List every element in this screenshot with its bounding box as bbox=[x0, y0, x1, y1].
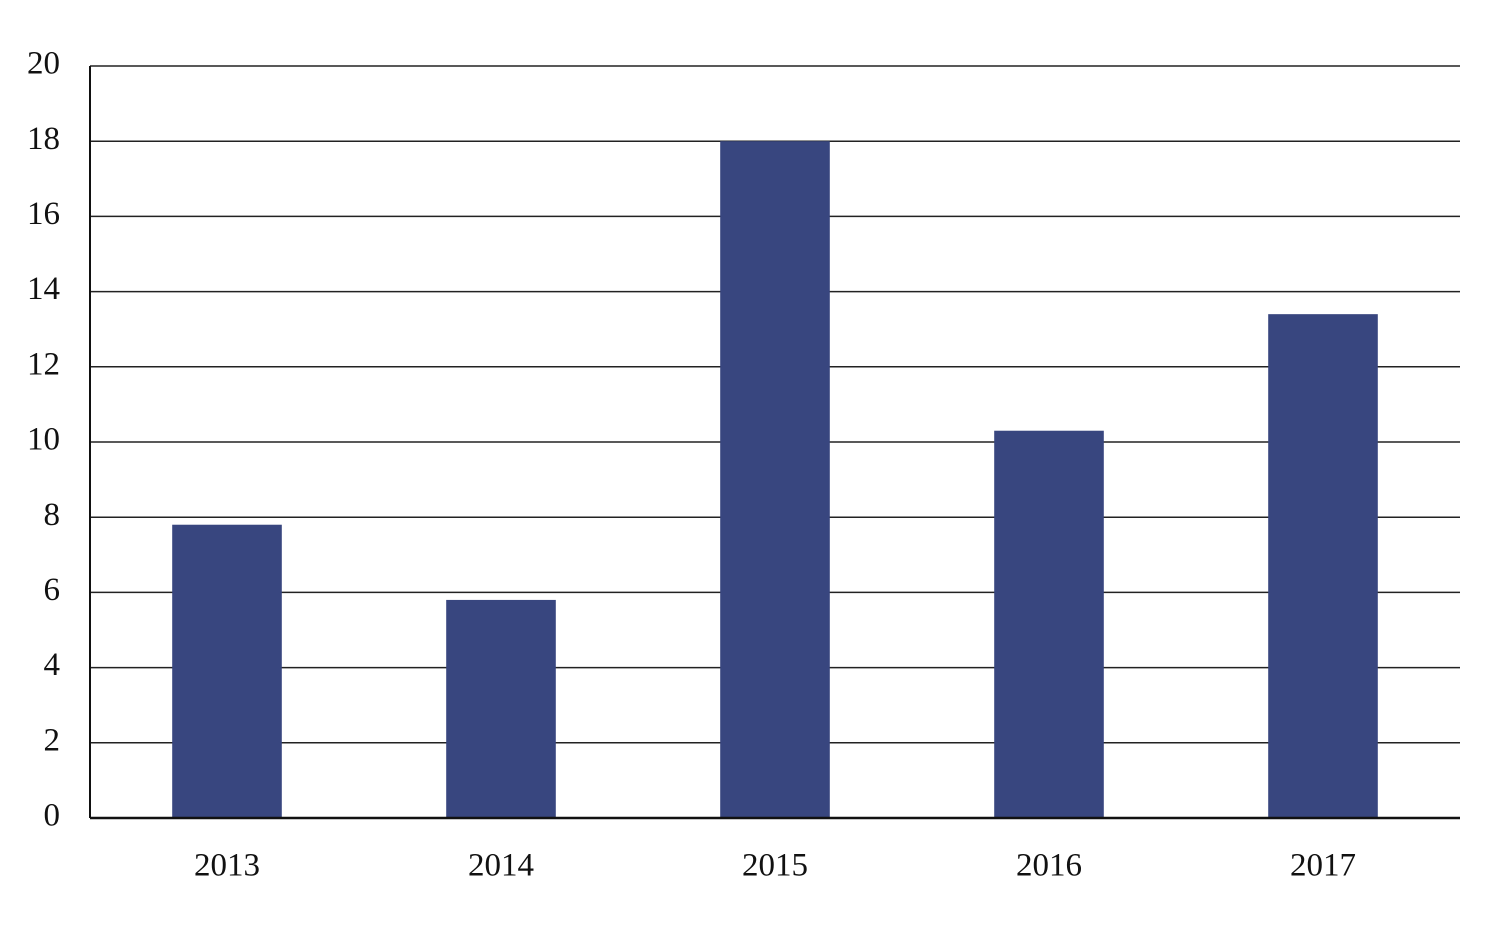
y-tick-label: 2 bbox=[44, 722, 61, 758]
x-tick-label: 2017 bbox=[1290, 848, 1356, 884]
y-tick-label: 8 bbox=[44, 497, 61, 533]
y-tick-label: 10 bbox=[27, 422, 60, 458]
y-tick-label: 20 bbox=[27, 46, 60, 82]
x-tick-label: 2014 bbox=[468, 848, 534, 884]
x-tick-label: 2015 bbox=[742, 848, 808, 884]
y-tick-label: 18 bbox=[27, 121, 60, 157]
y-tick-label: 16 bbox=[27, 196, 60, 232]
x-tick-label: 2013 bbox=[194, 848, 260, 884]
bar bbox=[1268, 314, 1378, 818]
x-tick-label: 2016 bbox=[1016, 848, 1082, 884]
bar bbox=[994, 430, 1104, 818]
y-tick-label: 12 bbox=[27, 346, 60, 382]
bar bbox=[172, 524, 282, 818]
y-tick-label: 0 bbox=[44, 798, 61, 834]
y-tick-label: 4 bbox=[44, 647, 61, 683]
y-tick-label: 6 bbox=[44, 572, 61, 608]
bar bbox=[446, 599, 556, 818]
bar bbox=[720, 141, 830, 818]
y-tick-label: 14 bbox=[27, 271, 60, 307]
